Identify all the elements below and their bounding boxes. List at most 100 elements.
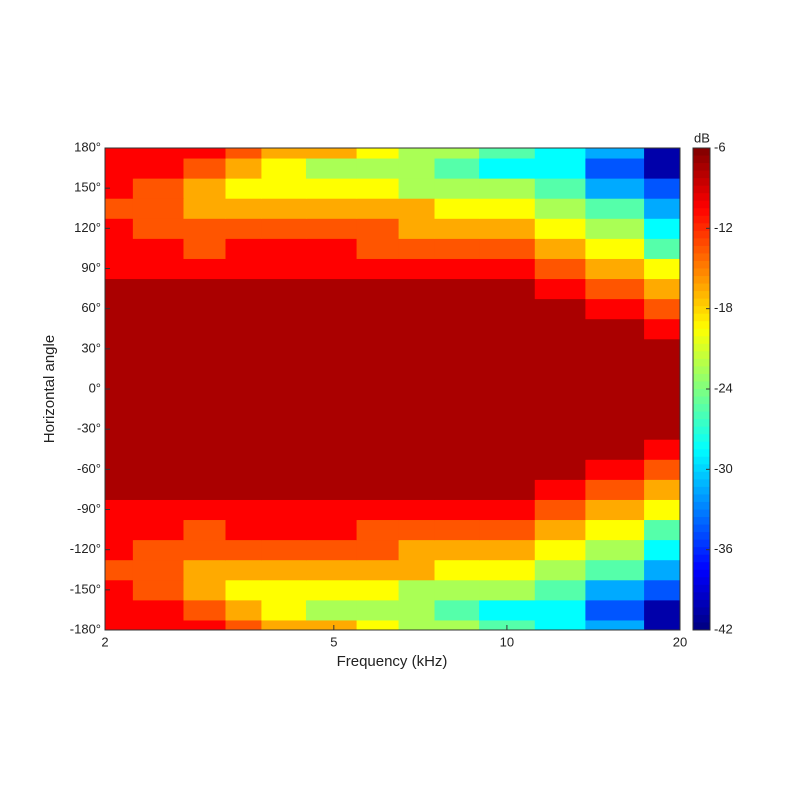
contour-cell (644, 539, 680, 561)
colorbar-tick-label: -24 (714, 380, 733, 395)
contour-cell (132, 619, 184, 630)
contour-cell (434, 198, 480, 219)
colorbar-strip (693, 449, 710, 458)
contour-cell (225, 158, 262, 179)
contour-cell (479, 599, 536, 621)
contour-cell (305, 198, 358, 219)
colorbar-strip (693, 313, 710, 322)
contour-cell (644, 298, 680, 320)
contour-cell (434, 258, 480, 280)
contour-cell (479, 198, 536, 219)
contour-cell (261, 158, 307, 179)
contour-cell (398, 278, 436, 300)
contour-cell (534, 338, 586, 360)
colorbar-strip (693, 200, 710, 209)
contour-cell (183, 619, 226, 630)
contour-cell (183, 499, 226, 521)
contour-cell (261, 238, 307, 259)
contour-cell (132, 439, 184, 460)
contour-cell (434, 539, 480, 561)
y-tick-label: 120° (74, 220, 101, 235)
contour-cell (132, 158, 184, 179)
contour-cell (398, 479, 436, 500)
colorbar-strip (693, 373, 710, 382)
contour-cell (585, 298, 645, 320)
contour-cell (132, 399, 184, 420)
contour-cell (479, 479, 536, 500)
contour-cell (132, 338, 184, 360)
contour-cell (305, 178, 358, 199)
contour-cell (183, 298, 226, 320)
contour-cell (479, 419, 536, 440)
contour-cell (356, 599, 400, 621)
contour-cell (398, 178, 436, 199)
contour-cell (356, 519, 400, 541)
contour-cell (105, 479, 134, 500)
contour-cell (132, 148, 184, 159)
contour-cell (132, 599, 184, 621)
contour-cell (183, 399, 226, 420)
contour-cell (305, 479, 358, 500)
contour-cell (644, 399, 680, 420)
contour-cell (479, 378, 536, 400)
contour-cell (644, 559, 680, 581)
contour-cell (398, 539, 436, 561)
contour-cell (225, 599, 262, 621)
contour-cell (305, 378, 358, 400)
contour-cell (261, 579, 307, 601)
colorbar-strip (693, 464, 710, 473)
contour-cell (132, 539, 184, 561)
contour-cell (105, 619, 134, 630)
contour-cell (356, 338, 400, 360)
colorbar-strip (693, 456, 710, 465)
contour-cell (105, 218, 134, 239)
contour-cell (261, 278, 307, 300)
contour-cell (398, 378, 436, 400)
contour-cell (132, 378, 184, 400)
contour-cell (105, 298, 134, 320)
contour-cell (132, 499, 184, 521)
contour-cell (479, 178, 536, 199)
contour-cell (534, 158, 586, 179)
colorbar-strip (693, 298, 710, 307)
contour-cell (132, 419, 184, 440)
contour-cell (585, 378, 645, 400)
contour-cell (356, 399, 400, 420)
colorbar-strip (693, 524, 710, 533)
y-tick-label: 30° (81, 340, 101, 355)
contour-cell (132, 479, 184, 500)
contour-cell (225, 238, 262, 259)
colorbar-strip (693, 351, 710, 360)
contour-cell (479, 258, 536, 280)
contour-cell (261, 318, 307, 340)
contour-cell (132, 218, 184, 239)
contour-cell (225, 539, 262, 561)
colorbar-strip (693, 539, 710, 548)
contour-cell (356, 439, 400, 460)
colorbar-strip (693, 358, 710, 367)
contour-cell (105, 178, 134, 199)
contour-cell (479, 298, 536, 320)
colorbar-strip (693, 517, 710, 526)
colorbar-strip (693, 193, 710, 202)
contour-cell (644, 619, 680, 630)
contour-cell (356, 278, 400, 300)
contour-cell (479, 318, 536, 340)
contour-cell (479, 399, 536, 420)
y-tick-label: 60° (81, 300, 101, 315)
contour-cell (105, 559, 134, 581)
contour-cell (225, 258, 262, 280)
contour-cell (585, 238, 645, 259)
y-tick-label: 90° (81, 260, 101, 275)
colorbar-tick-label: -6 (714, 139, 726, 154)
contour-cell (105, 278, 134, 300)
colorbar-strip (693, 471, 710, 480)
colorbar-strip (693, 306, 710, 315)
contour-plot (105, 148, 680, 630)
contour-cell (534, 318, 586, 340)
contour-cell (585, 539, 645, 561)
contour-cell (534, 619, 586, 630)
contour-cell (434, 439, 480, 460)
contour-cell (479, 218, 536, 239)
